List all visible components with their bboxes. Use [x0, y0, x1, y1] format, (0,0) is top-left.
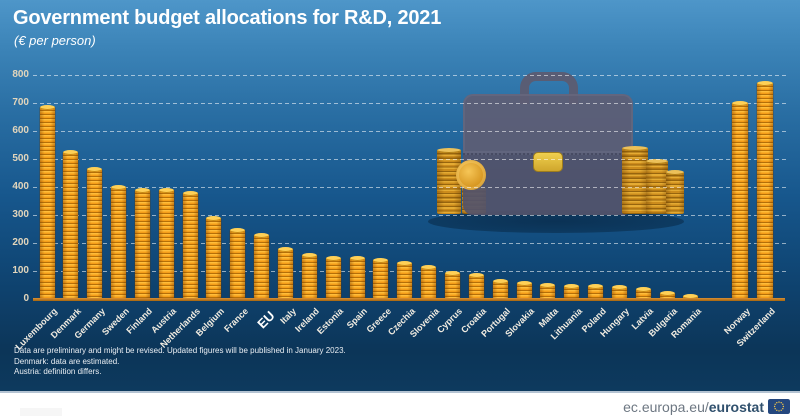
bar-poland [588, 284, 604, 299]
y-tick-600: 600 [12, 125, 29, 136]
briefcase-handle-icon [520, 72, 578, 104]
bar-cyprus [444, 270, 460, 299]
y-tick-0: 0 [23, 293, 29, 304]
coin-round-icon [456, 160, 486, 190]
bar-austria [158, 188, 174, 299]
bar-ireland [301, 253, 317, 299]
y-tick-300: 300 [12, 209, 29, 220]
y-tick-100: 100 [12, 265, 29, 276]
bar-slovakia [516, 281, 532, 299]
bar-malta [540, 282, 556, 299]
footnotes: Data are preliminary and might be revise… [14, 346, 346, 378]
y-tick-200: 200 [12, 237, 29, 248]
x-axis-baseline [33, 298, 785, 301]
bar-sweden [111, 184, 127, 299]
bar-portugal [492, 278, 508, 299]
infographic-canvas: 0 100 200 300 400 500 600 700 800 Luxembourg Denm… [0, 0, 800, 391]
footer-bar: ec.europa.eu/eurostat [0, 393, 800, 420]
y-tick-400: 400 [12, 181, 29, 192]
watermark-box [20, 408, 62, 416]
bar-eu [254, 233, 270, 299]
gridline-300 [33, 215, 788, 216]
gridline-700 [33, 103, 788, 104]
footnote-line-2: Denmark: data are estimated. [14, 356, 120, 366]
url-prefix: ec.europa.eu/ [623, 398, 709, 415]
bar-croatia [468, 272, 484, 299]
bar-greece [373, 258, 389, 299]
bar-slovenia [421, 264, 437, 299]
x-label-estonia: Estonia [315, 306, 346, 337]
y-tick-700: 700 [12, 97, 29, 108]
eurostat-url: ec.europa.eu/eurostat [623, 399, 764, 415]
chart-subtitle: (€ per person) [14, 33, 96, 48]
bar-estonia [325, 255, 341, 299]
bars-layer [39, 80, 773, 299]
bar-italy [278, 246, 293, 299]
bar-germany [87, 167, 103, 299]
bar-luxembourg [39, 104, 55, 299]
bar-latvia [635, 287, 651, 299]
bar-denmark [63, 149, 79, 299]
briefcase-clasp-icon [533, 152, 563, 172]
y-tick-500: 500 [12, 153, 29, 164]
gridline-600 [33, 131, 788, 132]
footnote-line-1: Data are preliminary and might be revise… [14, 346, 346, 355]
bar-hungary [611, 284, 627, 299]
y-tick-800: 800 [12, 69, 29, 80]
footer-separator [0, 391, 800, 393]
bar-switzerland [757, 80, 773, 299]
bar-lithuania [564, 283, 580, 299]
x-label-eu: EU [253, 308, 278, 332]
gridline-500 [33, 159, 788, 160]
coin-stack-right-short-icon [666, 170, 684, 214]
gridline-400 [33, 187, 788, 188]
bar-czechia [397, 260, 413, 299]
bar-spain [349, 256, 365, 299]
eu-flag-icon [768, 399, 790, 414]
gridline-200 [33, 243, 788, 244]
bar-romania [683, 293, 699, 299]
x-axis-labels-layer: Luxembourg Denmark Germany Sweden Finland Aus… [13, 306, 777, 352]
eurostat-brand: eurostat [708, 398, 764, 415]
bar-france [230, 227, 246, 299]
x-label-france: France [221, 306, 250, 334]
bar-bulgaria [659, 291, 675, 299]
bar-finland [134, 187, 150, 299]
chart-title: Government budget allocations for R&D, 2… [13, 7, 442, 29]
bar-netherlands [182, 191, 198, 299]
x-label-italy: Italy [277, 306, 298, 326]
footnote-line-3: Austria: definition differs. [14, 367, 102, 376]
bar-norway [732, 100, 748, 299]
gridline-800 [33, 75, 788, 76]
bar-belgium [206, 216, 222, 299]
x-label-cyprus: Cyprus [435, 306, 465, 336]
